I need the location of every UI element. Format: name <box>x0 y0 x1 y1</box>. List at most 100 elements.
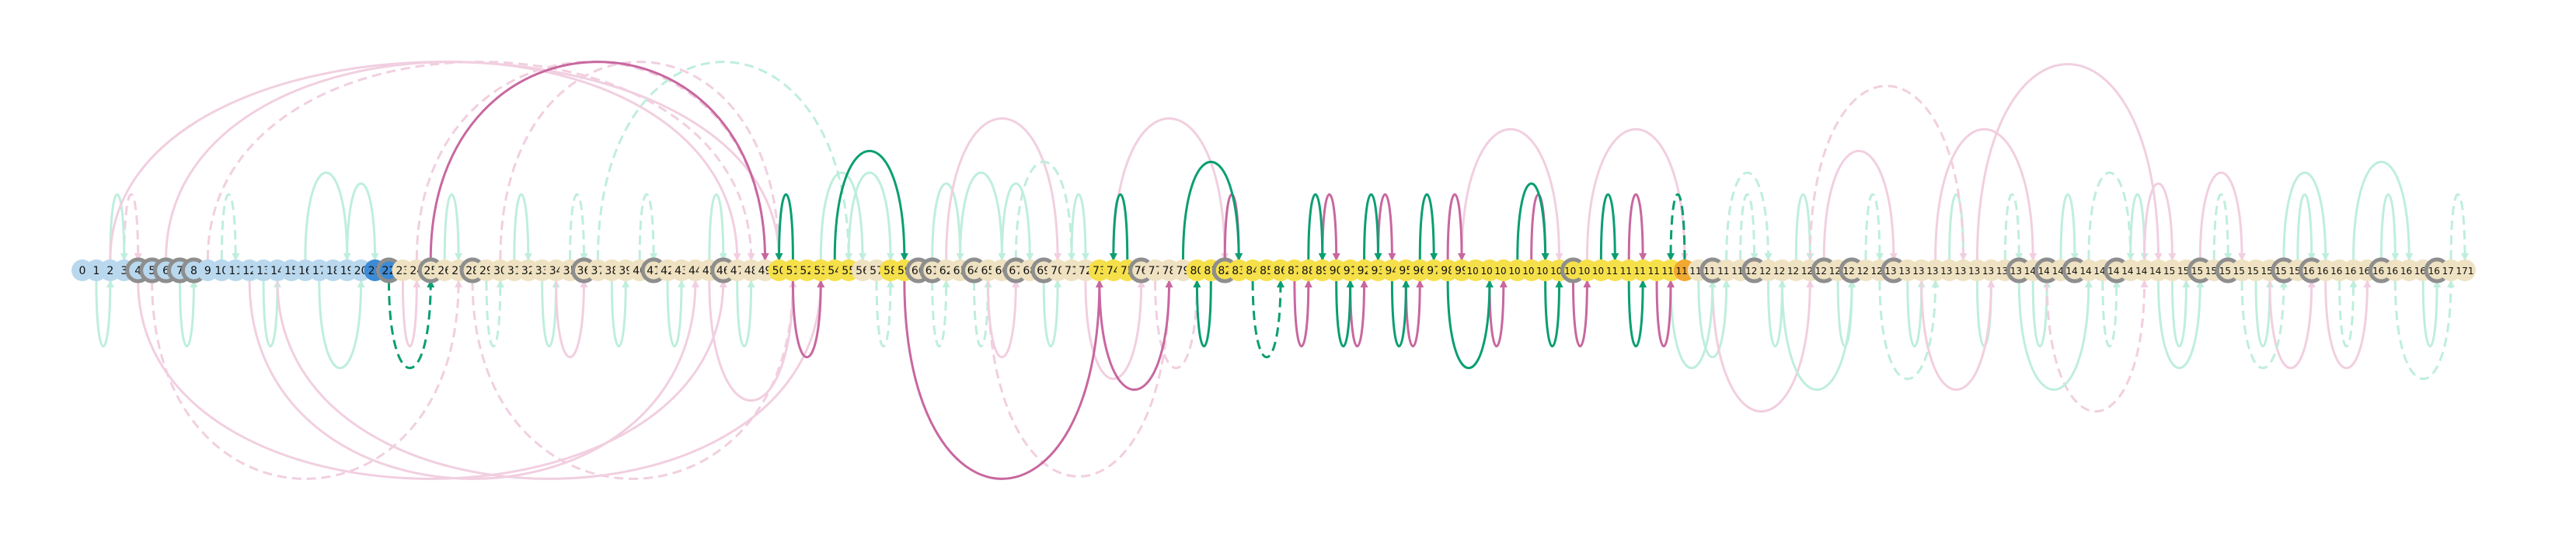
edge-25-49 <box>429 61 769 261</box>
edge-103-105 <box>1516 182 1549 261</box>
edge-109-110 <box>1599 193 1619 261</box>
edge-129-133 <box>1878 280 1940 380</box>
edge-51-53 <box>791 280 825 359</box>
edge-45-51 <box>708 280 797 402</box>
edge-31-32 <box>513 193 532 261</box>
edge-69-70 <box>1042 280 1062 348</box>
edge-61-63 <box>931 182 964 261</box>
edge-107-108 <box>1571 280 1591 348</box>
edge-47-48 <box>736 280 755 348</box>
edge-55-58 <box>847 172 894 261</box>
edge-113-114 <box>1655 280 1675 348</box>
node-label: 3 <box>120 265 127 277</box>
edge-72-76 <box>1084 280 1145 380</box>
edge-91-92 <box>1349 280 1368 348</box>
edge-7-8 <box>179 280 198 348</box>
edge-26-27 <box>443 193 463 261</box>
edge-105-106 <box>1544 280 1563 348</box>
edge-66-68 <box>1000 182 1034 261</box>
edge-131-132 <box>1906 280 1926 348</box>
edge-62-70 <box>945 117 1062 261</box>
edge-125-130 <box>1822 149 1898 261</box>
edge-161-164 <box>2324 280 2372 369</box>
edge-67-71 <box>1014 161 1076 261</box>
edge-156-157 <box>2254 280 2274 348</box>
edge-54-59 <box>833 149 908 261</box>
edge-77-80 <box>1154 280 1201 369</box>
edge-6-47 <box>165 61 741 261</box>
edge-163-167 <box>2352 161 2414 261</box>
edge-88-89 <box>1307 193 1326 261</box>
node-label: 4 <box>134 265 141 277</box>
edge-16-19 <box>304 172 351 261</box>
edge-136-149 <box>1975 63 2163 261</box>
edge-153-154 <box>2212 193 2233 261</box>
nodes-layer: 0 1 2 3 4 5 6 7 8 9 10 11 12 13 14 15 16 17 18 19 20 21 22 23 24… <box>71 257 2476 284</box>
edge-118-121 <box>1725 172 1773 261</box>
edge-123-124 <box>1794 193 1814 261</box>
node-label: 2 <box>106 265 113 277</box>
edge-150-151 <box>2170 280 2191 348</box>
edge-133-140 <box>1934 127 2037 261</box>
edge-138-139 <box>2003 193 2024 261</box>
edge-75-74 <box>1109 193 1129 261</box>
edge-157-160 <box>2268 280 2316 369</box>
edge-101-102 <box>1488 280 1508 348</box>
edge-111-112 <box>1627 280 1647 348</box>
node-label: 7 <box>176 265 183 277</box>
edge-2-3 <box>109 193 128 261</box>
edge-24-49 <box>415 61 769 261</box>
edge-92-93 <box>1363 193 1382 261</box>
edge-142-143 <box>2059 193 2079 261</box>
edge-22-25 <box>387 280 435 369</box>
edge-65-78 <box>986 280 1173 478</box>
edge-155-158 <box>2240 280 2288 369</box>
edge-89-90 <box>1321 193 1340 261</box>
edge-168-169 <box>2421 280 2442 348</box>
edge-141-148 <box>2045 280 2149 413</box>
edge-12-44 <box>248 280 699 480</box>
edge-158-161 <box>2282 172 2330 261</box>
edge-81-80 <box>1193 280 1212 348</box>
edge-128-129 <box>1864 193 1884 261</box>
edge-13-14 <box>262 280 282 348</box>
edge-10-11 <box>220 193 240 261</box>
node-label: 8 <box>190 265 197 277</box>
edge-29-30 <box>485 280 504 348</box>
edge-57-58 <box>875 280 894 348</box>
edge-139-144 <box>2017 280 2093 392</box>
edge-38-39 <box>610 280 630 348</box>
edge-19-21 <box>346 182 379 261</box>
edge-9-48 <box>206 61 755 261</box>
strong-edges-layer <box>387 61 1686 480</box>
edge-5-27 <box>151 280 463 480</box>
edge-87-88 <box>1293 280 1312 348</box>
edge-145-146 <box>2101 280 2121 348</box>
edge-94-95 <box>1390 280 1410 348</box>
edge-74-82 <box>1112 117 1229 261</box>
edge-144-147 <box>2087 172 2135 261</box>
edge-114-117 <box>1669 280 1717 369</box>
edge-95-96 <box>1404 280 1424 348</box>
edge-162-163 <box>2338 280 2358 348</box>
edge-71-72 <box>1070 193 1089 261</box>
edge-119-120 <box>1739 193 1759 261</box>
node-label: 1 <box>92 265 99 277</box>
edge-34-36 <box>555 280 588 359</box>
edge-159-160 <box>2296 193 2316 261</box>
edge-42-43 <box>666 280 685 348</box>
edge-37-55 <box>596 61 853 261</box>
edge-79-83 <box>1181 161 1243 261</box>
edge-17-20 <box>318 280 365 369</box>
edge-111-112 <box>1627 193 1647 261</box>
edge-117-124 <box>1711 280 1814 413</box>
edge-45-46 <box>708 193 727 261</box>
edge-53-56 <box>819 172 867 261</box>
edge-124-135 <box>1808 85 1968 261</box>
node-label: 6 <box>162 265 169 277</box>
edge-166-170 <box>2393 280 2456 380</box>
edge-122-127 <box>1780 280 1856 392</box>
edge-2-50 <box>109 61 783 261</box>
edge-64-65 <box>973 280 992 348</box>
